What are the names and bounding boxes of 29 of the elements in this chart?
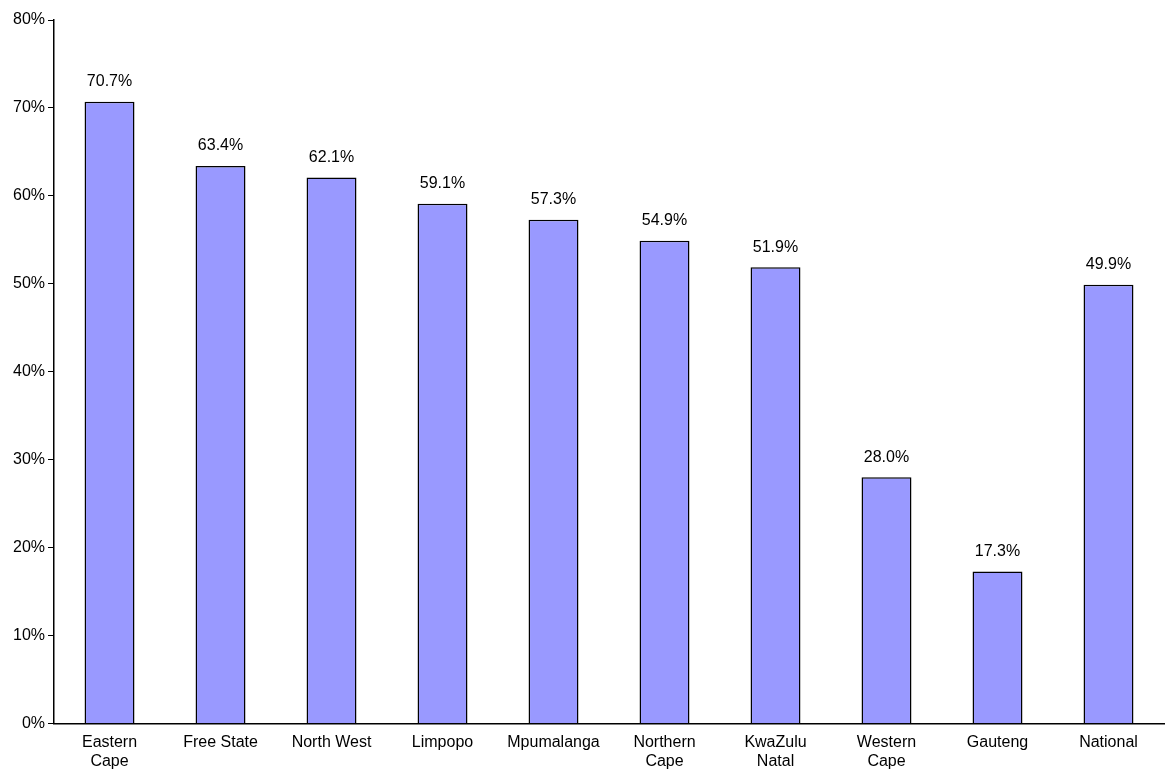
y-tick-label: 0% [21,714,46,732]
data-label: 17.3% [974,541,1021,559]
x-tick-label: Northern Cape [633,732,696,769]
data-label: 70.7% [86,72,133,90]
y-tick-label: 20% [12,538,46,556]
data-label: 49.9% [1085,255,1132,273]
x-tick-label: Gauteng [966,732,1029,750]
y-tick-label: 10% [12,626,46,644]
x-tick-label: National [1079,732,1138,750]
data-label: 63.4% [197,136,244,154]
y-tick-label: 30% [12,450,46,468]
data-label: 28.0% [863,447,910,465]
y-tick-label: 50% [12,274,46,292]
x-tick-label: Western Cape [856,732,917,769]
x-tick-label: Eastern Cape [81,732,138,769]
y-tick-label: 80% [12,10,46,28]
x-tick-label: KwaZulu Natal [744,732,807,769]
y-tick-label: 40% [12,362,46,380]
x-tick-label: Mpumalanga [507,732,600,750]
y-tick-label: 70% [12,98,46,116]
data-label: 54.9% [641,211,688,229]
y-tick-label: 60% [12,186,46,204]
x-tick-label: Free State [183,732,258,750]
x-tick-label: North West [291,732,372,750]
data-label: 62.1% [308,147,355,165]
data-label: 59.1% [419,174,466,192]
x-tick-label: Limpopo [411,732,474,750]
data-label: 51.9% [752,237,799,255]
data-label: 57.3% [530,190,577,208]
